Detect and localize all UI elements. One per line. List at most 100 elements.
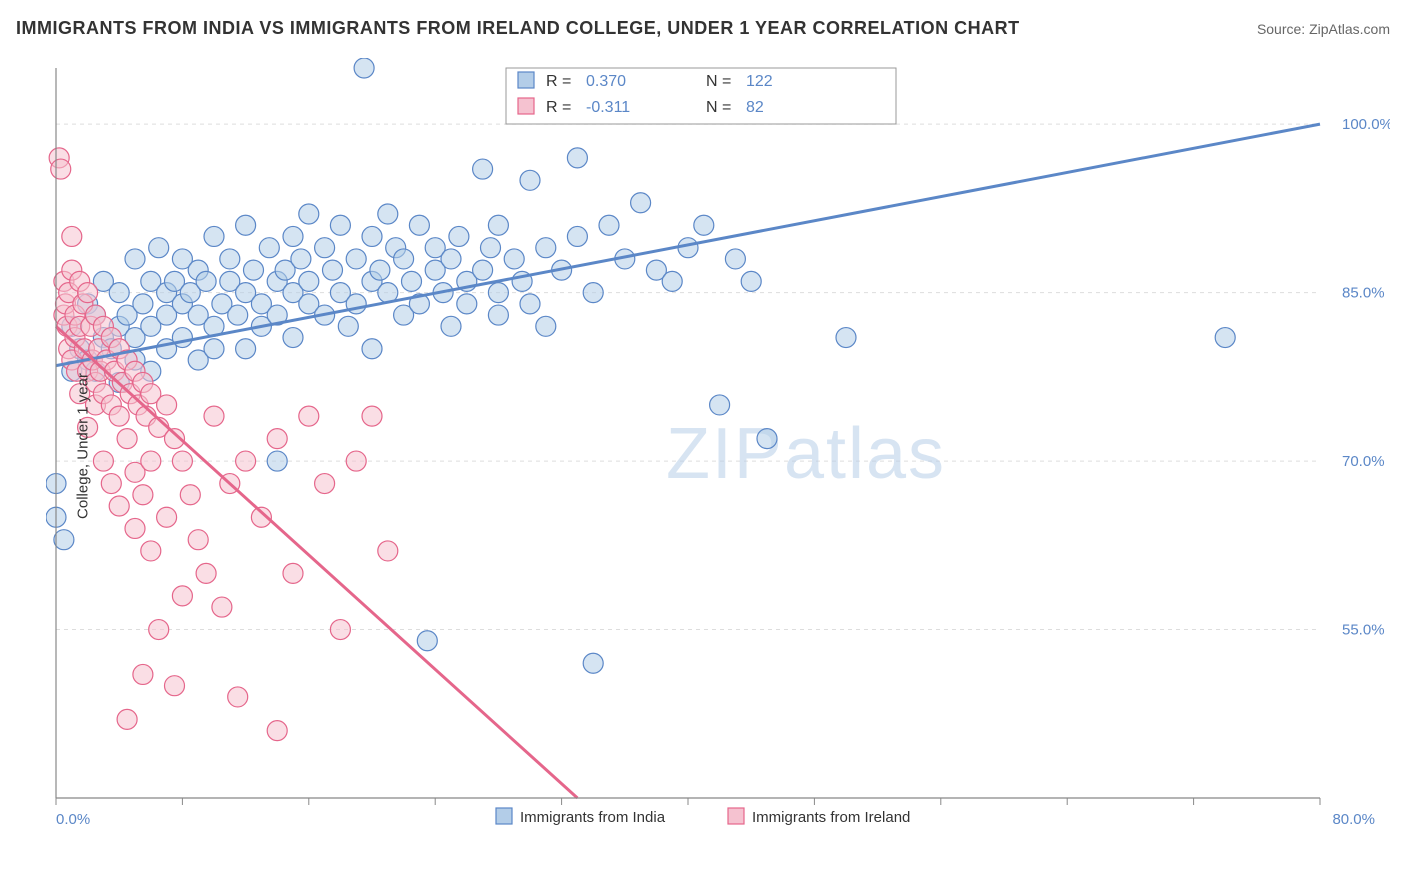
data-point bbox=[141, 451, 161, 471]
data-point bbox=[299, 271, 319, 291]
data-point bbox=[196, 563, 216, 583]
data-point bbox=[1215, 328, 1235, 348]
data-point bbox=[149, 238, 169, 258]
source-attribution: Source: ZipAtlas.com bbox=[1257, 21, 1390, 39]
data-point bbox=[315, 474, 335, 494]
data-point bbox=[536, 316, 556, 336]
data-point bbox=[180, 485, 200, 505]
data-point bbox=[228, 687, 248, 707]
legend-swatch bbox=[728, 808, 744, 824]
data-point bbox=[520, 294, 540, 314]
data-point bbox=[149, 620, 169, 640]
legend-swatch bbox=[496, 808, 512, 824]
data-point bbox=[101, 474, 121, 494]
data-point bbox=[354, 58, 374, 78]
y-tick-label: 85.0% bbox=[1342, 285, 1385, 302]
y-tick-label: 70.0% bbox=[1342, 453, 1385, 470]
data-point bbox=[133, 664, 153, 684]
data-point bbox=[283, 563, 303, 583]
source-name: ZipAtlas.com bbox=[1309, 21, 1390, 37]
data-point bbox=[62, 226, 82, 246]
data-point bbox=[157, 395, 177, 415]
data-point bbox=[259, 238, 279, 258]
data-point bbox=[409, 215, 429, 235]
stats-n-value: 82 bbox=[746, 99, 764, 116]
data-point bbox=[631, 193, 651, 213]
data-point bbox=[362, 339, 382, 359]
data-point bbox=[330, 215, 350, 235]
data-point bbox=[520, 170, 540, 190]
data-point bbox=[244, 260, 264, 280]
data-point bbox=[346, 451, 366, 471]
watermark: ZIPatlas bbox=[666, 414, 946, 494]
data-point bbox=[267, 721, 287, 741]
data-point bbox=[338, 316, 358, 336]
data-point bbox=[725, 249, 745, 269]
data-point bbox=[504, 249, 524, 269]
data-point bbox=[299, 204, 319, 224]
legend-swatch bbox=[518, 98, 534, 114]
data-point bbox=[204, 226, 224, 246]
data-point bbox=[536, 238, 556, 258]
data-point bbox=[662, 271, 682, 291]
data-point bbox=[457, 294, 477, 314]
data-point bbox=[267, 451, 287, 471]
data-point bbox=[694, 215, 714, 235]
data-point bbox=[117, 429, 137, 449]
data-point bbox=[757, 429, 777, 449]
stats-r-label: R = bbox=[546, 73, 571, 90]
data-point bbox=[283, 328, 303, 348]
data-point bbox=[488, 305, 508, 325]
x-origin-label: 0.0% bbox=[56, 811, 90, 828]
data-point bbox=[362, 226, 382, 246]
data-point bbox=[109, 283, 129, 303]
data-point bbox=[228, 305, 248, 325]
x-end-label: 80.0% bbox=[1332, 811, 1375, 828]
data-point bbox=[157, 507, 177, 527]
legend-label: Immigrants from Ireland bbox=[752, 809, 910, 826]
data-point bbox=[51, 159, 71, 179]
legend-label: Immigrants from India bbox=[520, 809, 666, 826]
data-point bbox=[299, 406, 319, 426]
data-point bbox=[417, 631, 437, 651]
data-point bbox=[473, 260, 493, 280]
data-point bbox=[362, 406, 382, 426]
data-point bbox=[370, 260, 390, 280]
data-point bbox=[133, 294, 153, 314]
y-tick-label: 100.0% bbox=[1342, 116, 1390, 133]
data-point bbox=[441, 249, 461, 269]
data-point bbox=[488, 283, 508, 303]
stats-r-label: R = bbox=[546, 99, 571, 116]
data-point bbox=[402, 271, 422, 291]
data-point bbox=[315, 238, 335, 258]
data-point bbox=[599, 215, 619, 235]
stats-n-label: N = bbox=[706, 73, 731, 90]
data-point bbox=[330, 620, 350, 640]
data-point bbox=[481, 238, 501, 258]
data-point bbox=[567, 226, 587, 246]
data-point bbox=[125, 518, 145, 538]
data-point bbox=[204, 406, 224, 426]
data-point bbox=[291, 249, 311, 269]
data-point bbox=[220, 249, 240, 269]
data-point bbox=[710, 395, 730, 415]
data-point bbox=[323, 260, 343, 280]
data-point bbox=[741, 271, 761, 291]
y-axis-label: College, Under 1 year bbox=[74, 373, 91, 519]
data-point bbox=[583, 283, 603, 303]
data-point bbox=[109, 496, 129, 516]
chart-title: IMMIGRANTS FROM INDIA VS IMMIGRANTS FROM… bbox=[16, 18, 1020, 39]
data-point bbox=[567, 148, 587, 168]
data-point bbox=[212, 597, 232, 617]
data-point bbox=[93, 451, 113, 471]
data-point bbox=[109, 406, 129, 426]
data-point bbox=[449, 226, 469, 246]
stats-r-value: 0.370 bbox=[586, 73, 626, 90]
data-point bbox=[346, 249, 366, 269]
data-point bbox=[236, 215, 256, 235]
stats-r-value: -0.311 bbox=[586, 99, 630, 116]
data-point bbox=[378, 541, 398, 561]
legend-swatch bbox=[518, 72, 534, 88]
trend-line bbox=[56, 124, 1320, 365]
data-point bbox=[141, 541, 161, 561]
